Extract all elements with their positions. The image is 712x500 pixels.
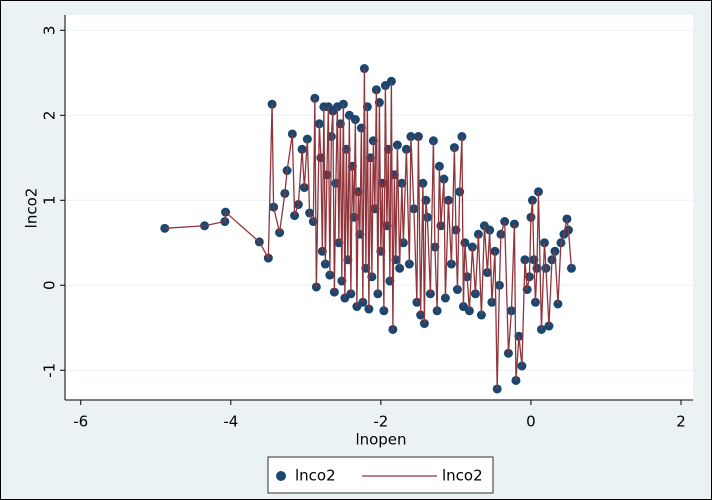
x-tick-label: -2 — [373, 413, 388, 431]
legend-label: lnco2 — [442, 467, 483, 485]
legend — [267, 456, 494, 494]
y-tick-label: 3 — [41, 26, 59, 36]
x-tick-label: 0 — [526, 413, 536, 431]
legend-marker — [276, 471, 286, 481]
x-tick-label: -6 — [73, 413, 88, 431]
y-axis-title: lnco2 — [23, 188, 41, 229]
x-tick-label: -4 — [223, 413, 238, 431]
x-tick-label: 2 — [676, 413, 686, 431]
y-tick-label: 0 — [41, 280, 59, 290]
line — [164, 68, 573, 389]
y-tick-label: 2 — [41, 111, 59, 121]
legend-label: lnco2 — [295, 467, 336, 485]
point — [379, 306, 389, 316]
point — [160, 223, 170, 233]
point — [364, 304, 374, 314]
point — [373, 289, 383, 299]
y-tick-label: 1 — [41, 196, 59, 206]
x-axis-title: lnopen — [355, 431, 406, 449]
point — [346, 289, 356, 299]
point — [329, 287, 339, 297]
point — [358, 297, 368, 307]
y-tick-label: -1 — [41, 363, 59, 378]
